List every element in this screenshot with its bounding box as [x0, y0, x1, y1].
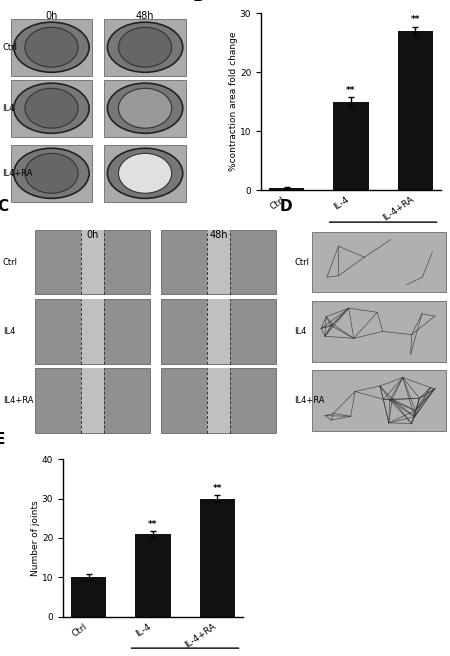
- FancyBboxPatch shape: [207, 230, 230, 295]
- Text: IL4: IL4: [2, 104, 15, 113]
- Text: 0h: 0h: [45, 10, 58, 20]
- Text: C: C: [0, 199, 8, 215]
- Y-axis label: Number of joints: Number of joints: [32, 500, 40, 576]
- Ellipse shape: [25, 89, 78, 128]
- Ellipse shape: [108, 83, 183, 133]
- FancyBboxPatch shape: [312, 370, 446, 431]
- Ellipse shape: [25, 154, 78, 194]
- Ellipse shape: [14, 83, 89, 133]
- Text: 48h: 48h: [210, 230, 228, 239]
- Text: IL4+RA: IL4+RA: [294, 396, 324, 405]
- Bar: [71, 577, 107, 617]
- Text: E: E: [0, 432, 5, 447]
- Ellipse shape: [14, 22, 89, 72]
- Text: **: **: [346, 85, 356, 94]
- Text: **: **: [212, 484, 222, 493]
- FancyBboxPatch shape: [104, 80, 186, 136]
- Bar: [135, 534, 171, 617]
- Ellipse shape: [118, 28, 172, 67]
- Text: IL4+RA: IL4+RA: [2, 169, 33, 178]
- FancyBboxPatch shape: [10, 80, 92, 136]
- Text: 0h: 0h: [86, 230, 99, 239]
- Text: Ctrl: Ctrl: [294, 258, 309, 266]
- Bar: [333, 102, 369, 190]
- Text: B: B: [193, 0, 204, 4]
- Bar: [397, 31, 433, 190]
- Bar: [199, 499, 235, 617]
- FancyBboxPatch shape: [35, 299, 150, 363]
- FancyBboxPatch shape: [35, 368, 150, 433]
- Text: IL4: IL4: [294, 327, 306, 336]
- Text: D: D: [280, 199, 292, 215]
- Text: 48h: 48h: [136, 10, 154, 20]
- FancyBboxPatch shape: [10, 19, 92, 75]
- Text: CM: CM: [376, 236, 390, 245]
- FancyBboxPatch shape: [312, 301, 446, 361]
- FancyBboxPatch shape: [207, 368, 230, 433]
- Ellipse shape: [118, 89, 172, 128]
- FancyBboxPatch shape: [207, 299, 230, 363]
- Ellipse shape: [108, 148, 183, 198]
- Text: IL4: IL4: [3, 327, 15, 336]
- FancyBboxPatch shape: [104, 19, 186, 75]
- FancyBboxPatch shape: [81, 230, 104, 295]
- Text: Ctrl: Ctrl: [3, 258, 18, 266]
- FancyBboxPatch shape: [81, 299, 104, 363]
- Ellipse shape: [108, 22, 183, 72]
- Y-axis label: %contraction area fold change: %contraction area fold change: [230, 32, 238, 171]
- FancyBboxPatch shape: [104, 145, 186, 202]
- Text: A: A: [0, 0, 7, 3]
- FancyBboxPatch shape: [161, 368, 276, 433]
- FancyBboxPatch shape: [161, 230, 276, 295]
- FancyBboxPatch shape: [161, 299, 276, 363]
- Ellipse shape: [25, 28, 78, 67]
- Text: **: **: [410, 15, 420, 24]
- FancyBboxPatch shape: [312, 232, 446, 293]
- FancyBboxPatch shape: [81, 368, 104, 433]
- Text: Ctrl: Ctrl: [2, 43, 18, 52]
- Text: IL4+RA: IL4+RA: [3, 396, 33, 405]
- Ellipse shape: [14, 148, 89, 198]
- Bar: [269, 188, 305, 190]
- FancyBboxPatch shape: [10, 145, 92, 202]
- Text: **: **: [148, 520, 158, 529]
- FancyBboxPatch shape: [35, 230, 150, 295]
- Ellipse shape: [118, 154, 172, 194]
